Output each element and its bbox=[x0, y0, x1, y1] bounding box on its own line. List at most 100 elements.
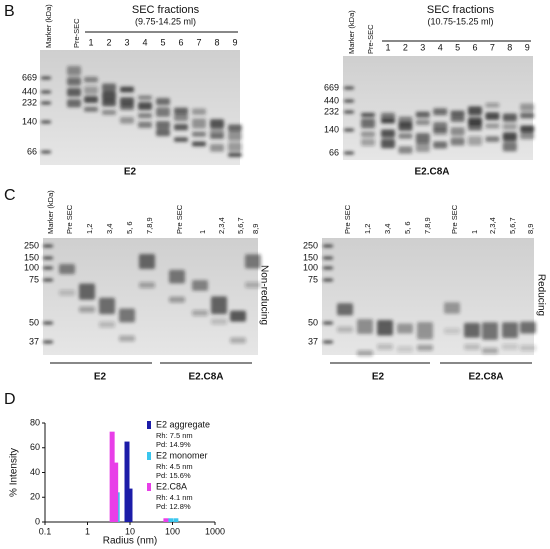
gel-band bbox=[84, 96, 98, 103]
gel-band bbox=[520, 125, 535, 133]
gel-band bbox=[450, 137, 465, 146]
gel-band bbox=[120, 104, 134, 110]
y-tick-label: 80 bbox=[30, 417, 40, 427]
gel-band bbox=[361, 118, 375, 129]
bar bbox=[163, 518, 169, 522]
gel-band bbox=[192, 310, 208, 317]
gel-band bbox=[344, 110, 354, 114]
gel-band bbox=[450, 110, 465, 117]
lane-number: 3 bbox=[124, 37, 129, 47]
gel-band bbox=[174, 137, 188, 142]
lane-label: 2,3,4 bbox=[217, 217, 226, 234]
gel-band bbox=[417, 344, 433, 351]
gel-band bbox=[228, 131, 242, 141]
gel-image bbox=[40, 50, 242, 165]
gel-band bbox=[41, 90, 51, 94]
gel-band bbox=[138, 95, 152, 100]
gel-band bbox=[192, 108, 206, 115]
gel-bands bbox=[344, 86, 535, 155]
gel-band bbox=[323, 340, 333, 344]
gel-band bbox=[377, 343, 393, 350]
gel-band bbox=[361, 131, 375, 138]
mw-label: 66 bbox=[27, 146, 37, 156]
mw-label: 669 bbox=[22, 72, 37, 82]
gel-band bbox=[139, 282, 155, 289]
gel-band bbox=[344, 86, 354, 90]
gel-band bbox=[444, 328, 460, 335]
gel-band bbox=[502, 322, 518, 339]
gel-band bbox=[433, 128, 448, 136]
lane-label: 1,2 bbox=[85, 224, 94, 234]
gel-band bbox=[119, 308, 135, 323]
gel-band bbox=[502, 132, 517, 142]
gel-band bbox=[444, 302, 460, 314]
gel-band bbox=[397, 323, 413, 334]
gel-band bbox=[102, 91, 116, 101]
gel-band bbox=[381, 129, 395, 138]
panel-label: D bbox=[4, 391, 16, 408]
gel-band bbox=[468, 121, 482, 131]
x-tick-label: 100 bbox=[165, 526, 180, 536]
gel-band bbox=[41, 76, 51, 80]
x-tick-label: 1000 bbox=[205, 526, 225, 536]
bar bbox=[109, 431, 115, 522]
gel-band bbox=[84, 86, 98, 95]
gel-band bbox=[450, 116, 465, 123]
gel-band bbox=[482, 322, 498, 340]
gel-band bbox=[99, 321, 115, 328]
gel-band bbox=[211, 296, 227, 315]
lane-number: 3 bbox=[420, 42, 425, 52]
lane-label: 5, 6 bbox=[403, 221, 412, 234]
gel-band bbox=[323, 321, 333, 325]
y-tick-label: 0 bbox=[35, 516, 40, 526]
gel-band bbox=[344, 151, 354, 155]
gel-band bbox=[361, 112, 375, 118]
gel-bands bbox=[323, 244, 536, 357]
lane-label: 5, 6 bbox=[125, 221, 134, 234]
gel-band bbox=[156, 107, 170, 117]
gel-band bbox=[520, 112, 535, 119]
gel-band bbox=[192, 141, 206, 147]
gel-band bbox=[156, 121, 170, 129]
legend-entry: E2 aggregate bbox=[156, 419, 210, 429]
gel-band bbox=[398, 146, 413, 154]
lane-number: 5 bbox=[455, 42, 460, 52]
gel-band bbox=[502, 343, 518, 350]
gel-band bbox=[433, 141, 448, 149]
x-tick-label: 0.1 bbox=[39, 526, 52, 536]
mw-label: 66 bbox=[329, 147, 339, 157]
header: SEC fractions bbox=[427, 4, 495, 16]
mw-label: 50 bbox=[308, 317, 318, 327]
mw-label: 50 bbox=[29, 317, 39, 327]
mw-label: 250 bbox=[24, 240, 39, 250]
gel-band bbox=[120, 86, 134, 93]
lane-label: 3,4 bbox=[383, 224, 392, 234]
sample-name: E2.C8A bbox=[414, 167, 449, 178]
gel-band bbox=[210, 119, 224, 129]
gel-band bbox=[323, 278, 333, 282]
gel-band bbox=[174, 107, 188, 115]
gel-band bbox=[245, 254, 261, 269]
y-axis-label: % Intensity bbox=[9, 448, 20, 497]
lane-label: 3,4 bbox=[105, 224, 114, 234]
lane-number: 5 bbox=[160, 37, 165, 47]
legend-swatch bbox=[147, 483, 151, 491]
panel-label: C bbox=[4, 187, 16, 204]
legend-pd: Pd: 12.8% bbox=[156, 502, 191, 511]
mw-label: 37 bbox=[29, 336, 39, 346]
gel-band bbox=[67, 87, 81, 97]
sample-name: E2 bbox=[124, 167, 137, 178]
gel-band bbox=[502, 113, 517, 122]
mw-label: 75 bbox=[308, 274, 318, 284]
lane-label: Pre SEC bbox=[65, 204, 74, 234]
lane-label: Pre SEC bbox=[343, 204, 352, 234]
gel-image bbox=[322, 238, 536, 357]
lane-number: 8 bbox=[214, 37, 219, 47]
mw-label: 150 bbox=[24, 252, 39, 262]
lane-label: 5,6,7 bbox=[236, 217, 245, 234]
legend-pd: Pd: 15.6% bbox=[156, 471, 191, 480]
lane-number: 2 bbox=[403, 42, 408, 52]
gel-band bbox=[67, 77, 81, 86]
lane-label: 1 bbox=[470, 230, 479, 234]
gel-bands bbox=[43, 244, 261, 344]
